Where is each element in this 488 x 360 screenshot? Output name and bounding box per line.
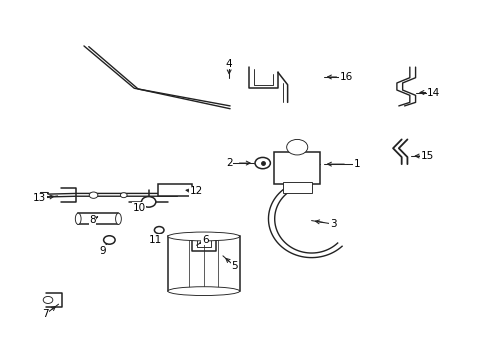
Circle shape <box>103 236 115 244</box>
Text: 14: 14 <box>427 87 440 98</box>
Circle shape <box>286 139 307 155</box>
Text: 8: 8 <box>89 215 96 225</box>
Text: 11: 11 <box>149 235 162 245</box>
Text: 15: 15 <box>420 151 433 161</box>
Circle shape <box>43 296 53 303</box>
Circle shape <box>89 192 98 198</box>
Text: 13: 13 <box>33 193 46 203</box>
Ellipse shape <box>115 213 121 224</box>
Circle shape <box>120 193 127 198</box>
Circle shape <box>255 157 270 169</box>
Text: 2: 2 <box>225 158 232 168</box>
Bar <box>274 152 320 184</box>
Text: 12: 12 <box>189 186 203 196</box>
Ellipse shape <box>75 213 81 224</box>
Ellipse shape <box>167 232 239 241</box>
Text: 16: 16 <box>339 72 352 82</box>
Text: 5: 5 <box>231 261 238 271</box>
Bar <box>282 183 311 193</box>
Bar <box>158 184 191 196</box>
Text: 9: 9 <box>100 246 106 256</box>
Text: 4: 4 <box>225 59 232 68</box>
Bar <box>78 213 118 224</box>
Text: 6: 6 <box>202 235 208 245</box>
Circle shape <box>154 226 163 234</box>
Bar <box>167 237 239 291</box>
Text: 10: 10 <box>132 203 145 212</box>
Text: 3: 3 <box>329 219 336 229</box>
Text: 1: 1 <box>353 159 360 169</box>
Ellipse shape <box>167 287 239 296</box>
Circle shape <box>141 197 156 207</box>
Text: 7: 7 <box>42 309 49 319</box>
